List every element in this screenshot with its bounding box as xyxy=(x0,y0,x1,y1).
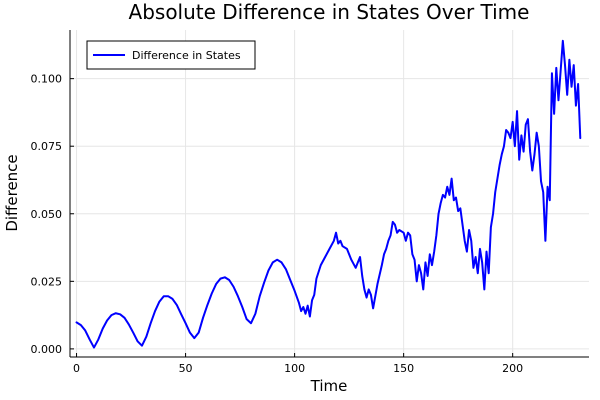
y-tick-label: 0.100 xyxy=(31,73,63,86)
axes xyxy=(69,30,589,358)
ticks: 0 50 100 150 200 0.000 0.025 0.050 0.075 0.100 xyxy=(31,73,524,375)
x-tick-label: 150 xyxy=(393,362,414,375)
x-tick-label: 50 xyxy=(179,362,193,375)
grid xyxy=(70,30,589,357)
y-tick-label: 0.050 xyxy=(31,208,63,221)
x-axis-label: Time xyxy=(310,377,348,395)
y-axis-label: Difference xyxy=(3,154,21,231)
x-tick-label: 0 xyxy=(73,362,80,375)
x-tick-label: 100 xyxy=(284,362,305,375)
chart-title: Absolute Difference in States Over Time xyxy=(129,0,530,24)
series-line-0 xyxy=(75,39,582,349)
legend: Difference in States xyxy=(86,40,256,70)
y-tick-label: 0.000 xyxy=(31,343,63,356)
y-tick-label: 0.075 xyxy=(31,140,63,153)
series-layer xyxy=(75,39,582,349)
x-tick-label: 200 xyxy=(502,362,523,375)
legend-label: Difference in States xyxy=(132,49,241,62)
y-tick-label: 0.025 xyxy=(31,275,63,288)
